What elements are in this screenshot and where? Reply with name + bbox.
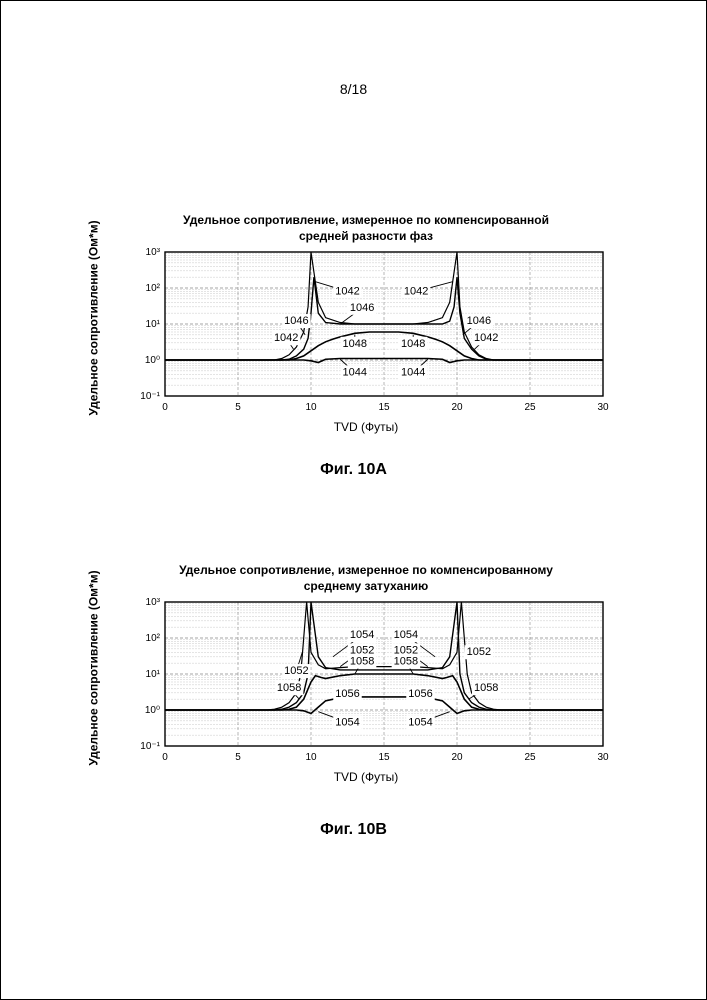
svg-text:20: 20 xyxy=(451,402,463,413)
svg-text:1046: 1046 xyxy=(350,302,374,314)
chartB-ylabel: Удельное сопротивление (Ом*м) xyxy=(87,570,101,765)
svg-text:10²: 10² xyxy=(146,283,161,294)
svg-text:1042: 1042 xyxy=(404,286,428,298)
svg-text:1054: 1054 xyxy=(350,629,374,641)
svg-text:5: 5 xyxy=(235,752,241,763)
chartA-caption: Фиг. 10А xyxy=(1,461,706,479)
chartB-wrap: Удельное сопротивление, измеренное по ко… xyxy=(121,563,611,784)
svg-text:10¹: 10¹ xyxy=(146,669,161,680)
chartB-title-line1: Удельное сопротивление, измеренное по ко… xyxy=(179,563,553,577)
chartB-svg: 10⁻¹ 10⁰ 10¹ 10² 10³ 0 5 10 15 20 25 30 1054 1054 1052… xyxy=(121,598,611,768)
svg-text:1058: 1058 xyxy=(277,682,301,694)
svg-text:0: 0 xyxy=(162,402,168,413)
svg-text:1046: 1046 xyxy=(284,315,308,327)
svg-text:1054: 1054 xyxy=(394,629,418,641)
page-number: 8/18 xyxy=(1,81,706,97)
page-frame: 8/18 Удельное сопротивление (Ом*м) Удель… xyxy=(0,0,707,1000)
svg-text:1052: 1052 xyxy=(467,646,491,658)
svg-text:1058: 1058 xyxy=(474,682,498,694)
chartA-xlabel: TVD (Футы) xyxy=(121,420,611,434)
svg-text:5: 5 xyxy=(235,402,241,413)
svg-text:25: 25 xyxy=(524,752,536,763)
chartA-title: Удельное сопротивление, измеренное по ко… xyxy=(121,213,611,244)
chartA-wrap: Удельное сопротивление, измеренное по ко… xyxy=(121,213,611,434)
svg-text:1042: 1042 xyxy=(335,286,359,298)
svg-text:1058: 1058 xyxy=(350,656,374,668)
svg-text:10³: 10³ xyxy=(146,248,161,258)
chartB-title-line2: среднему затуханию xyxy=(304,579,428,593)
svg-text:30: 30 xyxy=(597,402,609,413)
svg-text:1046: 1046 xyxy=(467,315,491,327)
svg-text:10³: 10³ xyxy=(146,598,161,608)
svg-text:10⁻¹: 10⁻¹ xyxy=(140,391,160,402)
chartA-svg: 10⁻¹ 10⁰ 10¹ 10² 10³ 0 5 10 15 20 25 30 1042 1042 1046… xyxy=(121,248,611,418)
svg-text:20: 20 xyxy=(451,752,463,763)
svg-text:0: 0 xyxy=(162,752,168,763)
chartA-ylabel: Удельное сопротивление (Ом*м) xyxy=(87,220,101,415)
svg-text:10⁰: 10⁰ xyxy=(145,705,160,716)
chartB-caption: Фиг. 10В xyxy=(1,821,706,839)
svg-text:1052: 1052 xyxy=(284,665,308,677)
chartB-xlabel: TVD (Футы) xyxy=(121,770,611,784)
svg-text:15: 15 xyxy=(378,752,390,763)
svg-text:10⁻¹: 10⁻¹ xyxy=(140,741,160,752)
chartA-title-line1: Удельное сопротивление, измеренное по ко… xyxy=(183,213,549,227)
chartB-title: Удельное сопротивление, измеренное по ко… xyxy=(121,563,611,594)
svg-text:10¹: 10¹ xyxy=(146,319,161,330)
svg-text:1044: 1044 xyxy=(343,367,367,379)
svg-text:10: 10 xyxy=(305,402,317,413)
svg-text:1042: 1042 xyxy=(274,332,298,344)
chartA-title-line2: средней разности фаз xyxy=(299,229,433,243)
svg-text:1054: 1054 xyxy=(408,717,432,729)
svg-text:25: 25 xyxy=(524,402,536,413)
svg-text:1056: 1056 xyxy=(335,688,359,700)
svg-text:30: 30 xyxy=(597,752,609,763)
svg-text:10: 10 xyxy=(305,752,317,763)
svg-text:1056: 1056 xyxy=(408,688,432,700)
svg-text:10⁰: 10⁰ xyxy=(145,355,160,366)
svg-text:15: 15 xyxy=(378,402,390,413)
svg-text:1044: 1044 xyxy=(401,367,425,379)
svg-text:10²: 10² xyxy=(146,633,161,644)
svg-text:1042: 1042 xyxy=(474,332,498,344)
svg-text:1054: 1054 xyxy=(335,717,359,729)
svg-text:1058: 1058 xyxy=(394,656,418,668)
svg-text:1048: 1048 xyxy=(343,338,367,350)
svg-text:1048: 1048 xyxy=(401,338,425,350)
